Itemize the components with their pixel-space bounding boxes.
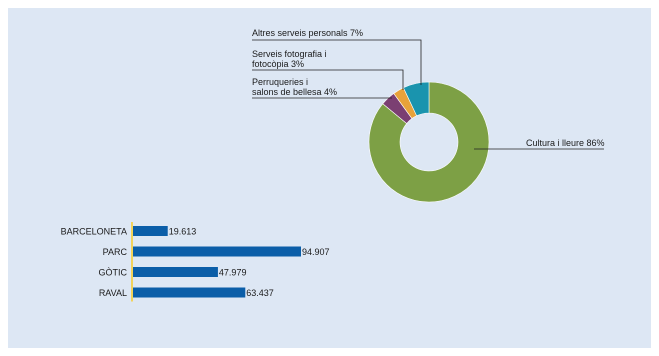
bar-parc bbox=[133, 246, 301, 257]
slice-label-fotografia-line1: Serveis fotografia i bbox=[252, 49, 327, 59]
category-label-gotic: GÒTIC bbox=[99, 268, 128, 278]
value-label-parc: 94.907 bbox=[302, 247, 330, 257]
chart-panel bbox=[8, 8, 651, 348]
bar-barceloneta bbox=[133, 226, 168, 236]
slice-label-cultura: Cultura i lleure 86% bbox=[526, 138, 605, 148]
leader-fotografia bbox=[252, 69, 404, 90]
slice-label-fotografia-line2: fotocòpia 3% bbox=[252, 59, 304, 69]
value-label-barceloneta: 19.613 bbox=[169, 227, 197, 237]
leader-lines bbox=[252, 39, 604, 150]
slice-label-altres: Altres serveis personals 7% bbox=[252, 28, 363, 38]
bar-chart: BARCELONETA 19.613 PARC 94.907 GÒTIC 47.979 RA… bbox=[61, 222, 330, 302]
bar-gotic bbox=[133, 267, 218, 277]
donut-slice-altres-serveis-personals bbox=[403, 81, 430, 117]
donut-labels: Cultura i lleure 86% Altres serveis pers… bbox=[252, 28, 605, 148]
value-label-gotic: 47.979 bbox=[219, 268, 247, 278]
donut-slice-cultura-i-lleure bbox=[368, 81, 490, 203]
donut-chart bbox=[368, 81, 490, 203]
leader-altres bbox=[252, 39, 422, 85]
category-label-parc: PARC bbox=[103, 247, 128, 257]
value-label-raval: 63.437 bbox=[246, 288, 274, 298]
category-label-barceloneta: BARCELONETA bbox=[61, 227, 127, 237]
bar-raval bbox=[133, 287, 246, 298]
slice-label-perruqueries-line1: Perruqueries i bbox=[252, 77, 308, 87]
category-label-raval: RAVAL bbox=[99, 288, 127, 298]
slice-label-perruqueries-line2: salons de bellesa 4% bbox=[252, 87, 337, 97]
